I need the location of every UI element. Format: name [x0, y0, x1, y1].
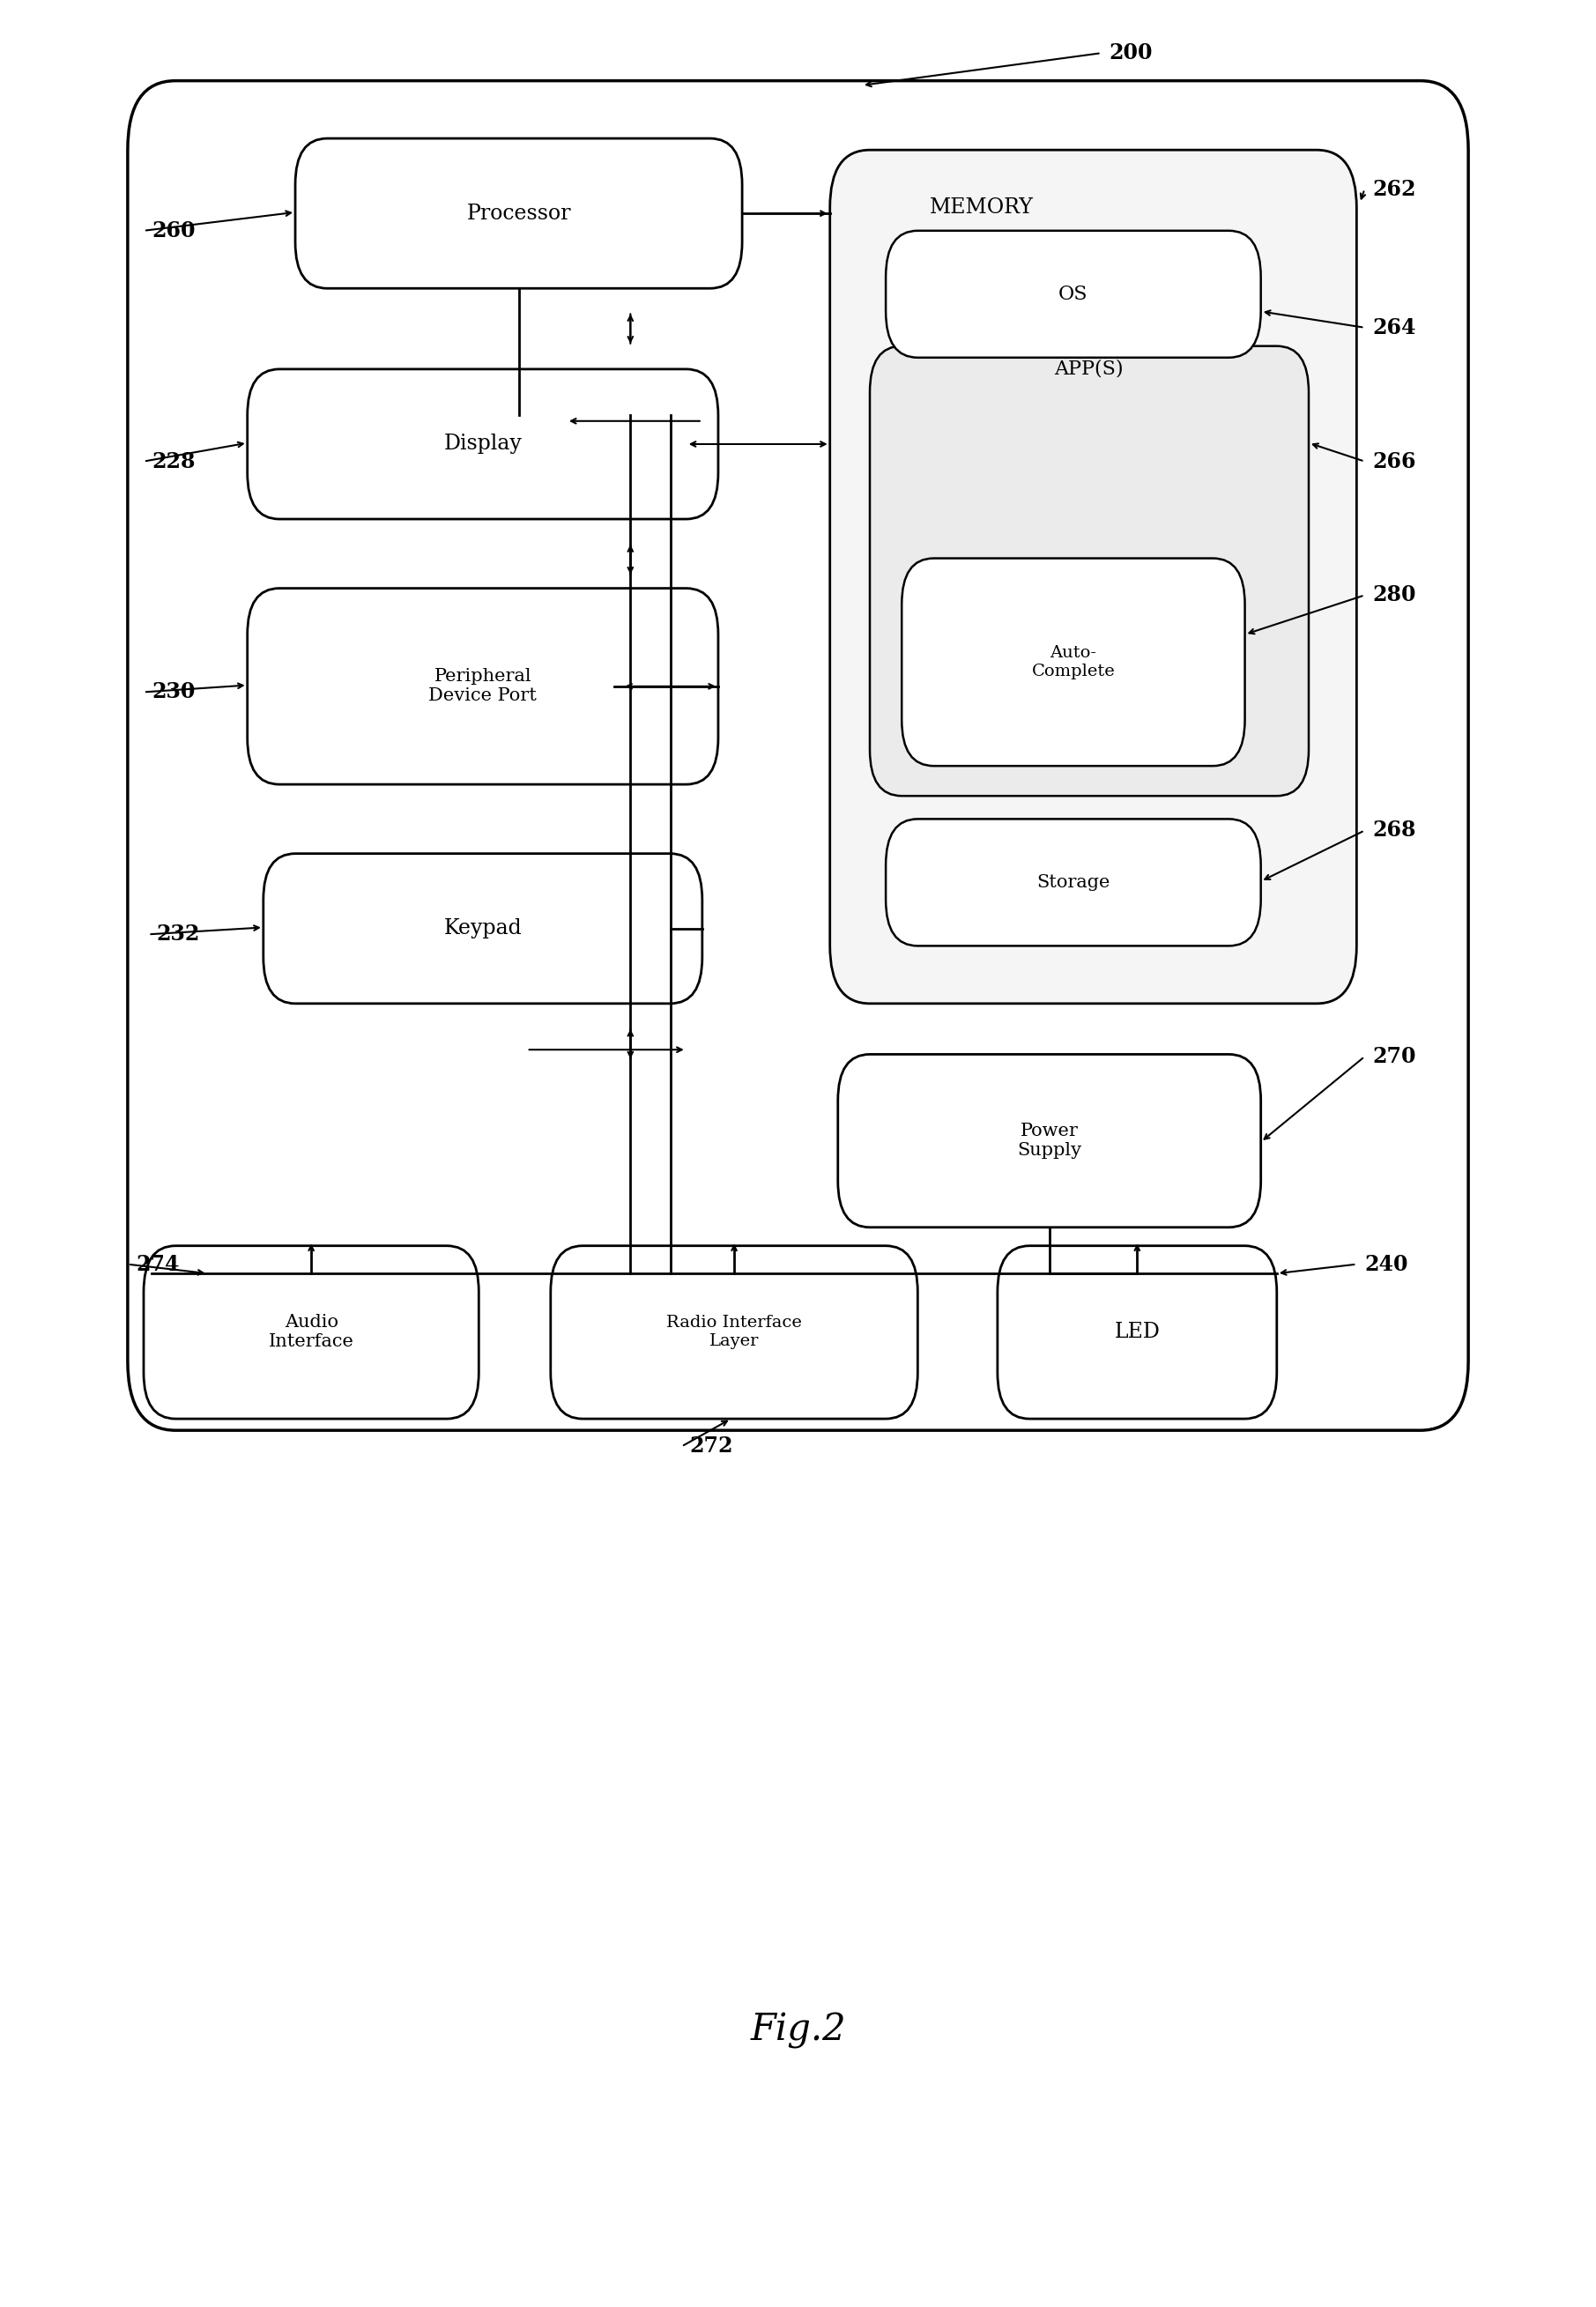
FancyBboxPatch shape: [998, 1246, 1277, 1419]
Text: Auto-
Complete: Auto- Complete: [1031, 646, 1116, 678]
FancyBboxPatch shape: [886, 819, 1261, 946]
Text: Audio
Interface: Audio Interface: [268, 1315, 354, 1350]
FancyBboxPatch shape: [295, 138, 742, 288]
FancyBboxPatch shape: [838, 1054, 1261, 1227]
FancyBboxPatch shape: [263, 854, 702, 1004]
Text: MEMORY: MEMORY: [929, 198, 1034, 217]
Text: 262: 262: [1373, 178, 1416, 201]
FancyBboxPatch shape: [247, 369, 718, 519]
Text: 266: 266: [1373, 450, 1416, 473]
FancyBboxPatch shape: [144, 1246, 479, 1419]
FancyBboxPatch shape: [830, 150, 1357, 1004]
Text: Keypad: Keypad: [444, 918, 522, 939]
Text: Power
Supply: Power Supply: [1017, 1124, 1082, 1158]
Text: Radio Interface
Layer: Radio Interface Layer: [667, 1315, 801, 1350]
FancyBboxPatch shape: [128, 81, 1468, 1430]
Text: Processor: Processor: [466, 203, 571, 224]
Text: 260: 260: [152, 219, 195, 242]
Text: 270: 270: [1373, 1045, 1416, 1068]
FancyBboxPatch shape: [902, 558, 1245, 766]
Text: 280: 280: [1373, 584, 1416, 607]
Text: 228: 228: [152, 450, 195, 473]
Text: 272: 272: [689, 1435, 733, 1458]
Text: 274: 274: [136, 1253, 179, 1276]
Text: Fig.2: Fig.2: [750, 2012, 846, 2049]
Text: 232: 232: [156, 923, 200, 946]
Text: Storage: Storage: [1036, 874, 1111, 891]
Text: OS: OS: [1058, 284, 1088, 305]
Text: 230: 230: [152, 681, 195, 704]
Text: APP(S): APP(S): [1053, 360, 1124, 378]
Text: 268: 268: [1373, 819, 1416, 842]
FancyBboxPatch shape: [886, 231, 1261, 358]
Text: 240: 240: [1365, 1253, 1408, 1276]
Text: Display: Display: [444, 434, 522, 454]
Text: 200: 200: [1109, 42, 1152, 65]
FancyBboxPatch shape: [551, 1246, 918, 1419]
FancyBboxPatch shape: [247, 588, 718, 784]
Text: 264: 264: [1373, 316, 1416, 339]
Text: LED: LED: [1114, 1322, 1160, 1343]
FancyBboxPatch shape: [870, 346, 1309, 796]
Text: Peripheral
Device Port: Peripheral Device Port: [429, 669, 536, 704]
